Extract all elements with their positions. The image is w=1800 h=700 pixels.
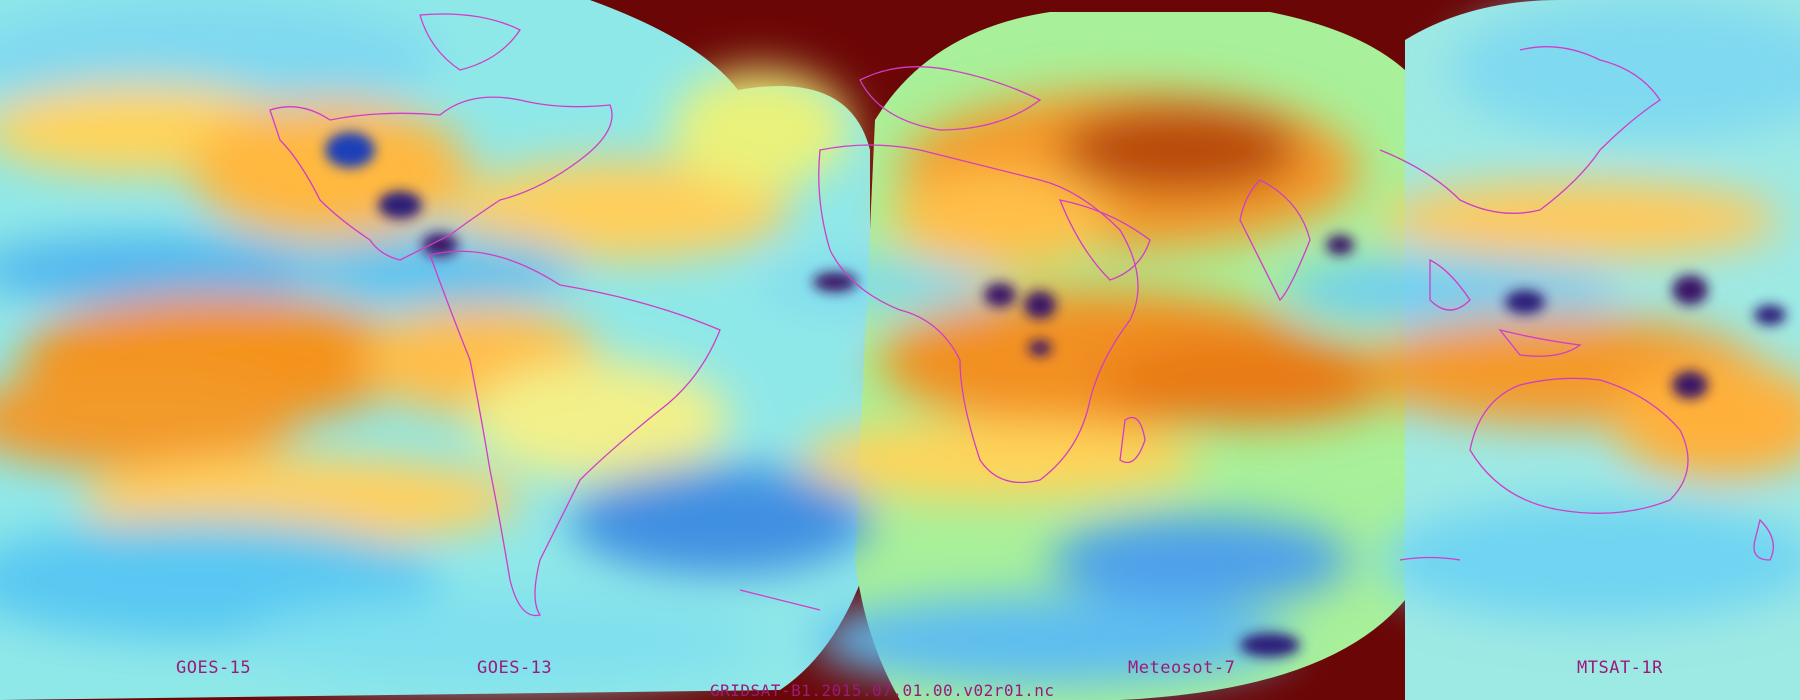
satellite-label-goes15: GOES-15 xyxy=(176,658,252,678)
satellite-label-meteosat: Meteosot-7 xyxy=(1128,658,1236,678)
satellite-label-goes13: GOES-13 xyxy=(477,658,553,678)
convection-cells xyxy=(325,132,1786,657)
coastlines xyxy=(269,13,1774,617)
source-filename: GRIDSAT-B1.2015.07.01.00.v02r01.nc xyxy=(710,681,1055,700)
satellite-label-mtsat: MTSAT-1R xyxy=(1577,658,1663,678)
